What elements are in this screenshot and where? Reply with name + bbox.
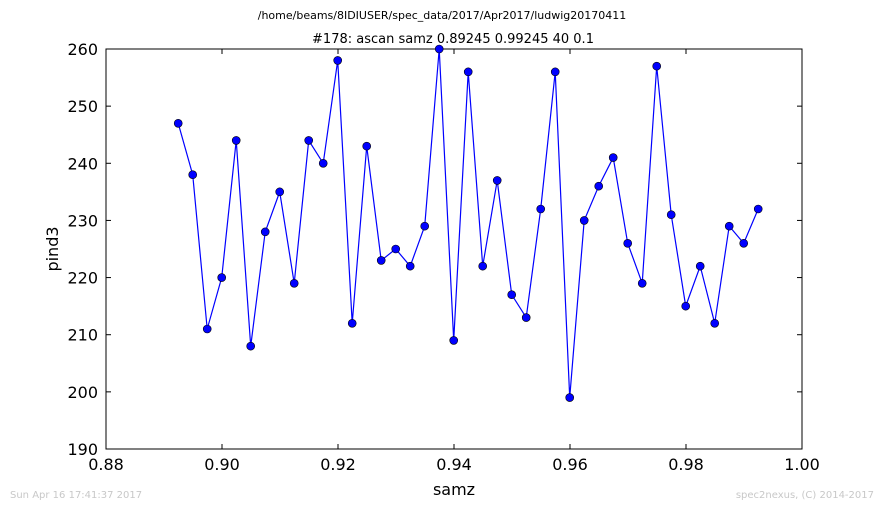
- x-tick-label: 0.90: [204, 455, 240, 474]
- chart-title: #178: ascan samz 0.89245 0.99245 40 0.1: [312, 32, 594, 47]
- data-point: [304, 136, 314, 145]
- data-point: [449, 336, 459, 345]
- data-point: [434, 44, 444, 54]
- data-point: [579, 216, 589, 225]
- data-point: [507, 290, 517, 300]
- chart-suptitle: /home/beams/8IDIUSER/spec_data/2017/Apr2…: [258, 9, 627, 22]
- data-point: [260, 227, 270, 237]
- data-point: [318, 158, 328, 168]
- data-series: [173, 44, 763, 402]
- data-point: [739, 238, 749, 248]
- data-point: [202, 324, 212, 334]
- data-point: [405, 261, 415, 271]
- data-point: [333, 56, 343, 65]
- data-point: [710, 318, 720, 328]
- data-point: [623, 238, 633, 248]
- y-tick-label: 200: [67, 383, 98, 402]
- data-point: [695, 261, 705, 271]
- footer-timestamp: Sun Apr 16 17:41:37 2017: [10, 490, 143, 501]
- data-point: [565, 393, 575, 402]
- data-point: [173, 118, 183, 128]
- data-point: [478, 261, 488, 271]
- data-point: [536, 204, 546, 214]
- data-point: [188, 170, 198, 180]
- y-axis-label: pind3: [43, 226, 62, 271]
- data-point: [681, 301, 691, 311]
- data-point: [608, 153, 618, 162]
- data-point: [420, 221, 430, 231]
- x-tick-label: 0.94: [436, 455, 472, 474]
- y-tick-label: 210: [67, 326, 98, 345]
- data-point: [347, 318, 357, 328]
- x-tick-label: 0.96: [552, 455, 588, 474]
- y-tick-label: 240: [67, 154, 98, 173]
- y-tick-label: 190: [67, 440, 98, 459]
- y-axis-ticks: 190 200 210 220 230 240 250 260: [67, 40, 802, 459]
- x-tick-label: 1.00: [784, 455, 820, 474]
- x-axis-ticks: 0.88 0.90 0.92 0.94 0.96 0.98 1.00: [88, 49, 820, 474]
- data-point: [666, 210, 676, 220]
- data-point: [594, 181, 604, 191]
- data-point: [637, 278, 647, 288]
- data-point: [492, 176, 502, 185]
- data-point: [362, 141, 372, 151]
- y-tick-label: 260: [67, 40, 98, 59]
- x-tick-label: 0.88: [88, 455, 124, 474]
- data-point: [550, 67, 560, 77]
- data-point: [724, 221, 734, 231]
- data-point: [376, 256, 386, 265]
- x-axis-label: samz: [433, 480, 475, 499]
- data-point: [246, 341, 256, 351]
- data-point: [521, 313, 531, 322]
- data-point: [753, 204, 763, 214]
- data-point: [463, 67, 473, 77]
- data-point: [217, 273, 227, 282]
- y-tick-label: 230: [67, 211, 98, 230]
- y-tick-label: 220: [67, 269, 98, 288]
- data-point: [231, 136, 241, 145]
- footer-credit: spec2nexus, (C) 2014-2017: [735, 490, 874, 501]
- plot-area: [105, 48, 803, 450]
- data-point: [275, 187, 285, 197]
- y-tick-label: 250: [67, 97, 98, 116]
- data-point: [652, 61, 662, 71]
- data-point: [391, 244, 401, 254]
- data-point: [289, 278, 299, 288]
- x-tick-label: 0.98: [668, 455, 704, 474]
- x-tick-label: 0.92: [320, 455, 356, 474]
